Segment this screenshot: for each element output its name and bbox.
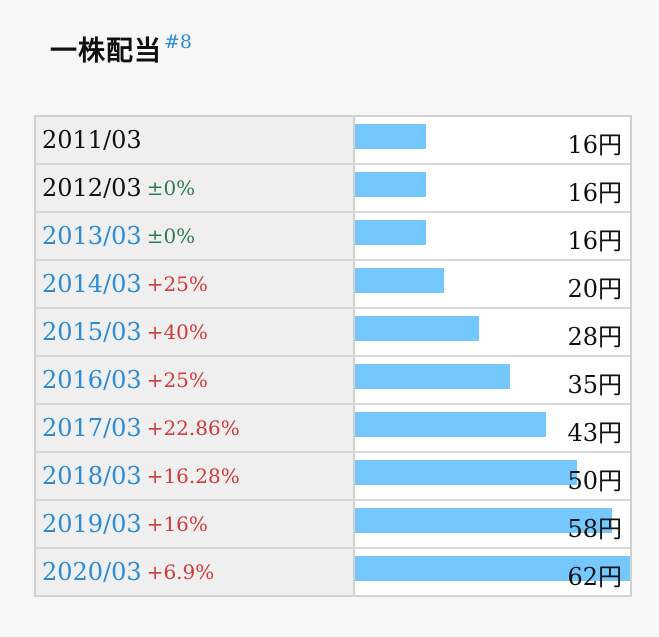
fiscal-year-label[interactable]: 2015/03	[42, 318, 142, 346]
year-cell: 2011/03	[36, 117, 355, 163]
dividend-bar	[355, 172, 426, 197]
dividend-amount: 20円	[567, 275, 622, 303]
fiscal-year-label[interactable]: 2020/03	[42, 558, 142, 586]
year-cell: 2012/03 ±0%	[36, 165, 355, 211]
change-percent: +40%	[146, 320, 208, 344]
dividend-bar	[355, 316, 479, 341]
year-cell: 2015/03 +40%	[36, 309, 355, 355]
dividend-cell: 58円	[355, 501, 630, 547]
dividend-cell: 35円	[355, 357, 630, 403]
dividend-amount: 50円	[567, 467, 622, 495]
table-row: 2013/03 ±0% 16円	[36, 213, 630, 261]
dividend-amount: 35円	[567, 371, 622, 399]
dividend-cell: 16円	[355, 213, 630, 259]
table-row: 2012/03 ±0% 16円	[36, 165, 630, 213]
dividend-bar	[355, 124, 426, 149]
dividend-bar	[355, 220, 426, 245]
table-row: 2020/03 +6.9% 62円	[36, 549, 630, 596]
dividend-amount: 43円	[567, 419, 622, 447]
title-text: 一株配当	[50, 36, 162, 67]
fiscal-year-label[interactable]: 2017/03	[42, 414, 142, 442]
dividend-bar	[355, 412, 546, 437]
dividend-cell: 62円	[355, 549, 630, 595]
year-cell: 2013/03 ±0%	[36, 213, 355, 259]
change-percent: ±0%	[146, 224, 196, 248]
table-row: 2017/03 +22.86% 43円	[36, 405, 630, 453]
fiscal-year-label[interactable]: 2016/03	[42, 366, 142, 394]
change-percent: +16.28%	[146, 464, 240, 488]
change-percent: +6.9%	[146, 560, 215, 584]
year-cell: 2019/03 +16%	[36, 501, 355, 547]
dividend-amount: 62円	[567, 563, 622, 591]
dividend-cell: 20円	[355, 261, 630, 307]
page-title: 一株配当 #8	[50, 33, 192, 67]
dividend-amount: 28円	[567, 323, 622, 351]
dividend-bar	[355, 268, 444, 293]
table-row: 2016/03 +25% 35円	[36, 357, 630, 405]
dividend-amount: 16円	[567, 131, 622, 159]
year-cell: 2017/03 +22.86%	[36, 405, 355, 451]
change-percent: +16%	[146, 512, 208, 536]
change-percent: +25%	[146, 272, 208, 296]
change-percent: ±0%	[146, 176, 196, 200]
dividend-bar	[355, 556, 630, 581]
change-percent: +22.86%	[146, 416, 240, 440]
table-row: 2019/03 +16% 58円	[36, 501, 630, 549]
dividend-cell: 43円	[355, 405, 630, 451]
dividend-bar	[355, 364, 510, 389]
fiscal-year-label: 2012/03	[42, 174, 142, 202]
year-cell: 2014/03 +25%	[36, 261, 355, 307]
table-row: 2011/03 16円	[36, 117, 630, 165]
dividend-cell: 16円	[355, 165, 630, 211]
dividend-table: 2011/03 16円 2012/03 ±0% 16円 2013/03 ±0% 16円 2014…	[34, 115, 632, 597]
dividend-bar	[355, 460, 577, 485]
change-percent: +25%	[146, 368, 208, 392]
table-row: 2015/03 +40% 28円	[36, 309, 630, 357]
table-row: 2014/03 +25% 20円	[36, 261, 630, 309]
fiscal-year-label[interactable]: 2014/03	[42, 270, 142, 298]
title-anchor-link[interactable]: #8	[164, 31, 193, 53]
dividend-bar	[355, 508, 612, 533]
dividend-amount: 58円	[567, 515, 622, 543]
year-cell: 2018/03 +16.28%	[36, 453, 355, 499]
table-row: 2018/03 +16.28% 50円	[36, 453, 630, 501]
dividend-cell: 16円	[355, 117, 630, 163]
year-cell: 2016/03 +25%	[36, 357, 355, 403]
dividend-cell: 28円	[355, 309, 630, 355]
dividend-amount: 16円	[567, 227, 622, 255]
fiscal-year-label[interactable]: 2019/03	[42, 510, 142, 538]
fiscal-year-label: 2011/03	[42, 126, 142, 154]
year-cell: 2020/03 +6.9%	[36, 549, 355, 595]
fiscal-year-label[interactable]: 2013/03	[42, 222, 142, 250]
dividend-amount: 16円	[567, 179, 622, 207]
dividend-cell: 50円	[355, 453, 630, 499]
fiscal-year-label[interactable]: 2018/03	[42, 462, 142, 490]
